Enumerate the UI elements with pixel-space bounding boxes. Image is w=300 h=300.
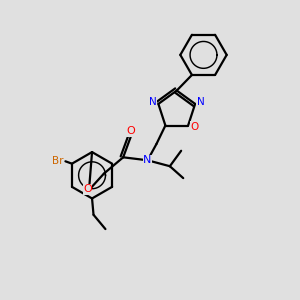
Text: O: O: [83, 184, 92, 194]
Text: O: O: [190, 122, 199, 132]
Text: O: O: [126, 126, 135, 136]
Text: N: N: [143, 155, 152, 165]
Text: N: N: [149, 98, 157, 107]
Text: N: N: [196, 98, 204, 107]
Text: Br: Br: [52, 156, 64, 166]
